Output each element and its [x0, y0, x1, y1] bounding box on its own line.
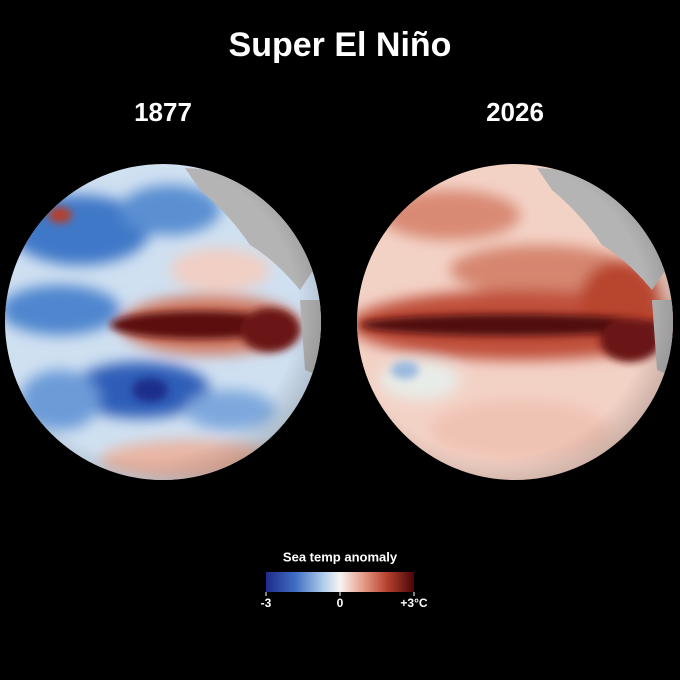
tick-label: -3	[261, 596, 272, 610]
title: Super El Niño	[229, 26, 452, 64]
panel-label: 2026	[486, 97, 544, 127]
colorbar-title: Sea temp anomaly	[283, 549, 398, 564]
tick-label: +3°C	[400, 596, 427, 610]
panel-label: 1877	[134, 97, 192, 127]
tick-label: 0	[337, 596, 344, 610]
globe-2026	[357, 164, 673, 480]
colorbar-ticks: -3 0 +3°C	[261, 592, 428, 610]
globe-1877	[5, 164, 321, 480]
colorbar	[266, 572, 414, 592]
